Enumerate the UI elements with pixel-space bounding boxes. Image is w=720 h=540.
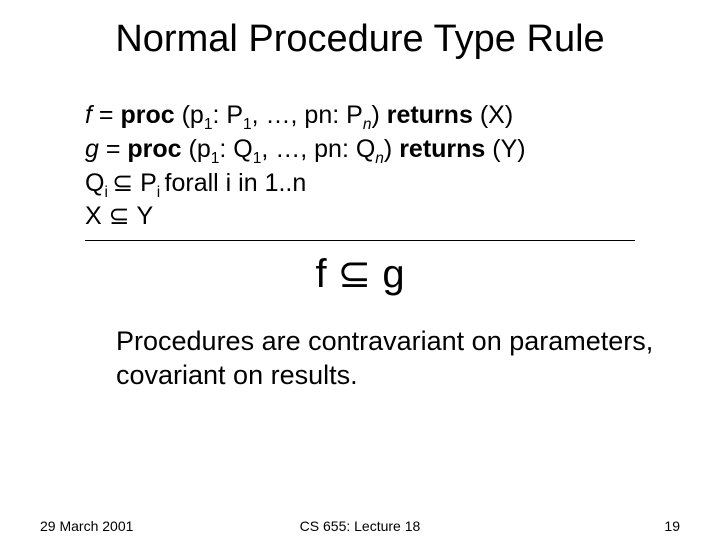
g-eq: = [106, 135, 128, 163]
p-lhs: P [140, 169, 157, 197]
premises-block: f = proc (p1: P1, …, pn: Pn) returns (X)… [85, 99, 660, 234]
g-returns: returns [399, 135, 492, 163]
conclusion: f ⊆ g [0, 251, 720, 297]
g-subn: n [375, 150, 384, 167]
g-close: ) [384, 135, 399, 163]
f-eq: = [99, 101, 121, 129]
f-var: f [85, 101, 99, 129]
g-open: (p [189, 135, 211, 163]
footer-page-number: 19 [664, 518, 680, 534]
p-subi: i [157, 184, 165, 201]
f-retv: (X) [480, 101, 513, 129]
slide: Normal Procedure Type Rule f = proc (p 1:… [0, 0, 720, 540]
slide-title: Normal Procedure Type Rule [0, 0, 720, 71]
premise-q-sub-p: Qi ⊆ Pi forall i in 1..n [85, 167, 660, 201]
f-open: (p [182, 101, 204, 129]
y-var: Y [137, 202, 154, 230]
premise-g: g = proc (p1: Q1, …, pn: Qn) returns (Y) [85, 133, 660, 167]
f-close: ) [371, 101, 386, 129]
g-colon1: : Q [219, 135, 252, 163]
premise-x-sub-y: X ⊆ Y [85, 200, 660, 234]
footer-course: CS 655: Lecture 18 [0, 518, 720, 534]
conclusion-g: g [382, 252, 404, 296]
subset-icon: ⊆ [338, 252, 383, 296]
f-colon1: : P [212, 101, 243, 129]
inference-rule-divider [85, 240, 635, 241]
subset-icon: ⊆ [109, 202, 137, 230]
conclusion-f: f [315, 252, 337, 296]
f-sub1b: 1 [243, 116, 252, 133]
g-retv: (Y) [492, 135, 525, 163]
g-var: g [85, 135, 106, 163]
premise-f: f = proc (p1: P1, …, pn: Pn) returns (X) [85, 99, 660, 133]
f-mid: , …, pn: P [252, 101, 363, 129]
g-proc: proc [127, 135, 188, 163]
forall-text: forall i in 1..n [165, 169, 307, 197]
f-proc: proc [120, 101, 181, 129]
subset-icon: ⊆ [112, 169, 140, 197]
g-mid: , …, pn: Q [261, 135, 375, 163]
explanation-text: Procedures are contravariant on paramete… [116, 325, 660, 393]
x-var: X [85, 202, 109, 230]
f-returns: returns [387, 101, 480, 129]
q-lhs: Q [85, 169, 104, 197]
